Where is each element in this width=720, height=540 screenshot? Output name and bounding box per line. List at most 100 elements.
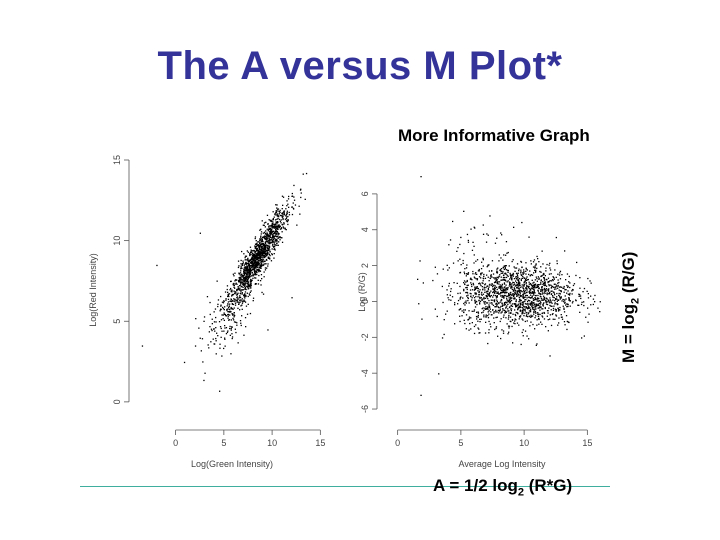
data-point bbox=[490, 274, 492, 276]
data-point bbox=[514, 303, 516, 305]
data-point bbox=[512, 294, 515, 296]
data-point bbox=[274, 235, 276, 237]
data-point bbox=[198, 327, 200, 329]
data-point bbox=[222, 314, 224, 316]
data-point bbox=[575, 274, 577, 277]
data-point bbox=[215, 327, 217, 329]
data-point bbox=[504, 272, 506, 275]
data-point bbox=[539, 313, 541, 316]
data-point bbox=[280, 227, 283, 229]
data-point bbox=[484, 301, 487, 303]
data-point bbox=[234, 299, 236, 301]
data-point bbox=[254, 266, 256, 268]
data-point bbox=[214, 330, 216, 332]
data-point bbox=[558, 274, 561, 276]
data-point bbox=[253, 258, 255, 260]
data-point bbox=[273, 243, 276, 245]
data-point bbox=[239, 274, 241, 276]
data-point bbox=[500, 286, 502, 289]
data-point bbox=[247, 258, 249, 260]
data-point bbox=[511, 303, 514, 305]
data-point bbox=[552, 309, 555, 311]
data-point bbox=[505, 287, 507, 290]
data-point bbox=[507, 280, 509, 282]
data-point bbox=[244, 295, 246, 297]
data-point bbox=[280, 222, 282, 224]
data-point bbox=[234, 287, 236, 289]
data-point bbox=[448, 244, 450, 246]
data-point bbox=[546, 293, 548, 296]
data-point bbox=[278, 215, 280, 218]
data-point bbox=[562, 287, 565, 289]
data-point bbox=[265, 252, 267, 255]
data-point bbox=[507, 333, 509, 335]
data-point bbox=[504, 268, 506, 270]
data-point bbox=[474, 306, 477, 308]
data-point bbox=[533, 309, 535, 311]
data-point bbox=[459, 285, 461, 288]
data-point bbox=[496, 295, 498, 297]
data-point bbox=[558, 317, 560, 319]
data-point bbox=[540, 283, 542, 285]
data-point bbox=[258, 274, 260, 277]
data-point bbox=[263, 254, 266, 257]
data-point bbox=[492, 309, 494, 311]
data-point bbox=[266, 244, 268, 246]
data-point bbox=[516, 322, 519, 324]
data-point bbox=[267, 248, 269, 250]
data-point bbox=[522, 319, 524, 321]
data-point bbox=[503, 283, 506, 285]
data-point bbox=[504, 310, 507, 312]
data-point bbox=[457, 260, 459, 262]
data-point bbox=[446, 310, 448, 312]
data-point bbox=[527, 307, 529, 309]
data-point bbox=[239, 278, 241, 280]
data-point bbox=[258, 247, 260, 249]
data-point bbox=[535, 263, 537, 265]
data-point bbox=[534, 295, 537, 297]
data-point bbox=[533, 272, 535, 274]
data-point bbox=[246, 268, 248, 270]
data-point bbox=[242, 301, 244, 303]
data-point bbox=[208, 347, 210, 349]
data-point bbox=[502, 316, 505, 318]
data-point bbox=[530, 304, 532, 306]
data-point bbox=[532, 261, 535, 263]
data-point bbox=[518, 280, 520, 282]
data-point bbox=[502, 289, 505, 291]
y-tick-label: 5 bbox=[112, 319, 122, 324]
data-point bbox=[519, 298, 521, 300]
data-point bbox=[503, 297, 505, 299]
data-point bbox=[557, 284, 559, 287]
data-point bbox=[484, 297, 487, 299]
data-point bbox=[530, 289, 532, 291]
data-point bbox=[284, 228, 286, 230]
data-point bbox=[479, 300, 482, 302]
data-point bbox=[515, 272, 518, 274]
data-point bbox=[554, 318, 556, 320]
data-point bbox=[553, 278, 555, 280]
data-point bbox=[549, 262, 551, 264]
data-point bbox=[531, 287, 533, 289]
data-point bbox=[420, 176, 422, 178]
data-point bbox=[253, 254, 256, 257]
data-point bbox=[509, 298, 511, 300]
data-point bbox=[547, 319, 549, 321]
data-point bbox=[563, 311, 566, 313]
data-point bbox=[258, 245, 261, 247]
data-point bbox=[264, 245, 266, 247]
data-point bbox=[545, 290, 547, 292]
data-point bbox=[492, 299, 494, 301]
data-point bbox=[293, 208, 295, 210]
data-point bbox=[456, 250, 458, 252]
data-point bbox=[517, 295, 519, 297]
data-point bbox=[263, 255, 265, 257]
data-point bbox=[260, 243, 262, 246]
data-point bbox=[507, 287, 509, 289]
data-point bbox=[245, 276, 247, 278]
data-point bbox=[493, 277, 495, 279]
data-point bbox=[281, 223, 283, 226]
data-point bbox=[517, 282, 520, 284]
data-point bbox=[566, 303, 568, 305]
data-point bbox=[276, 208, 279, 210]
